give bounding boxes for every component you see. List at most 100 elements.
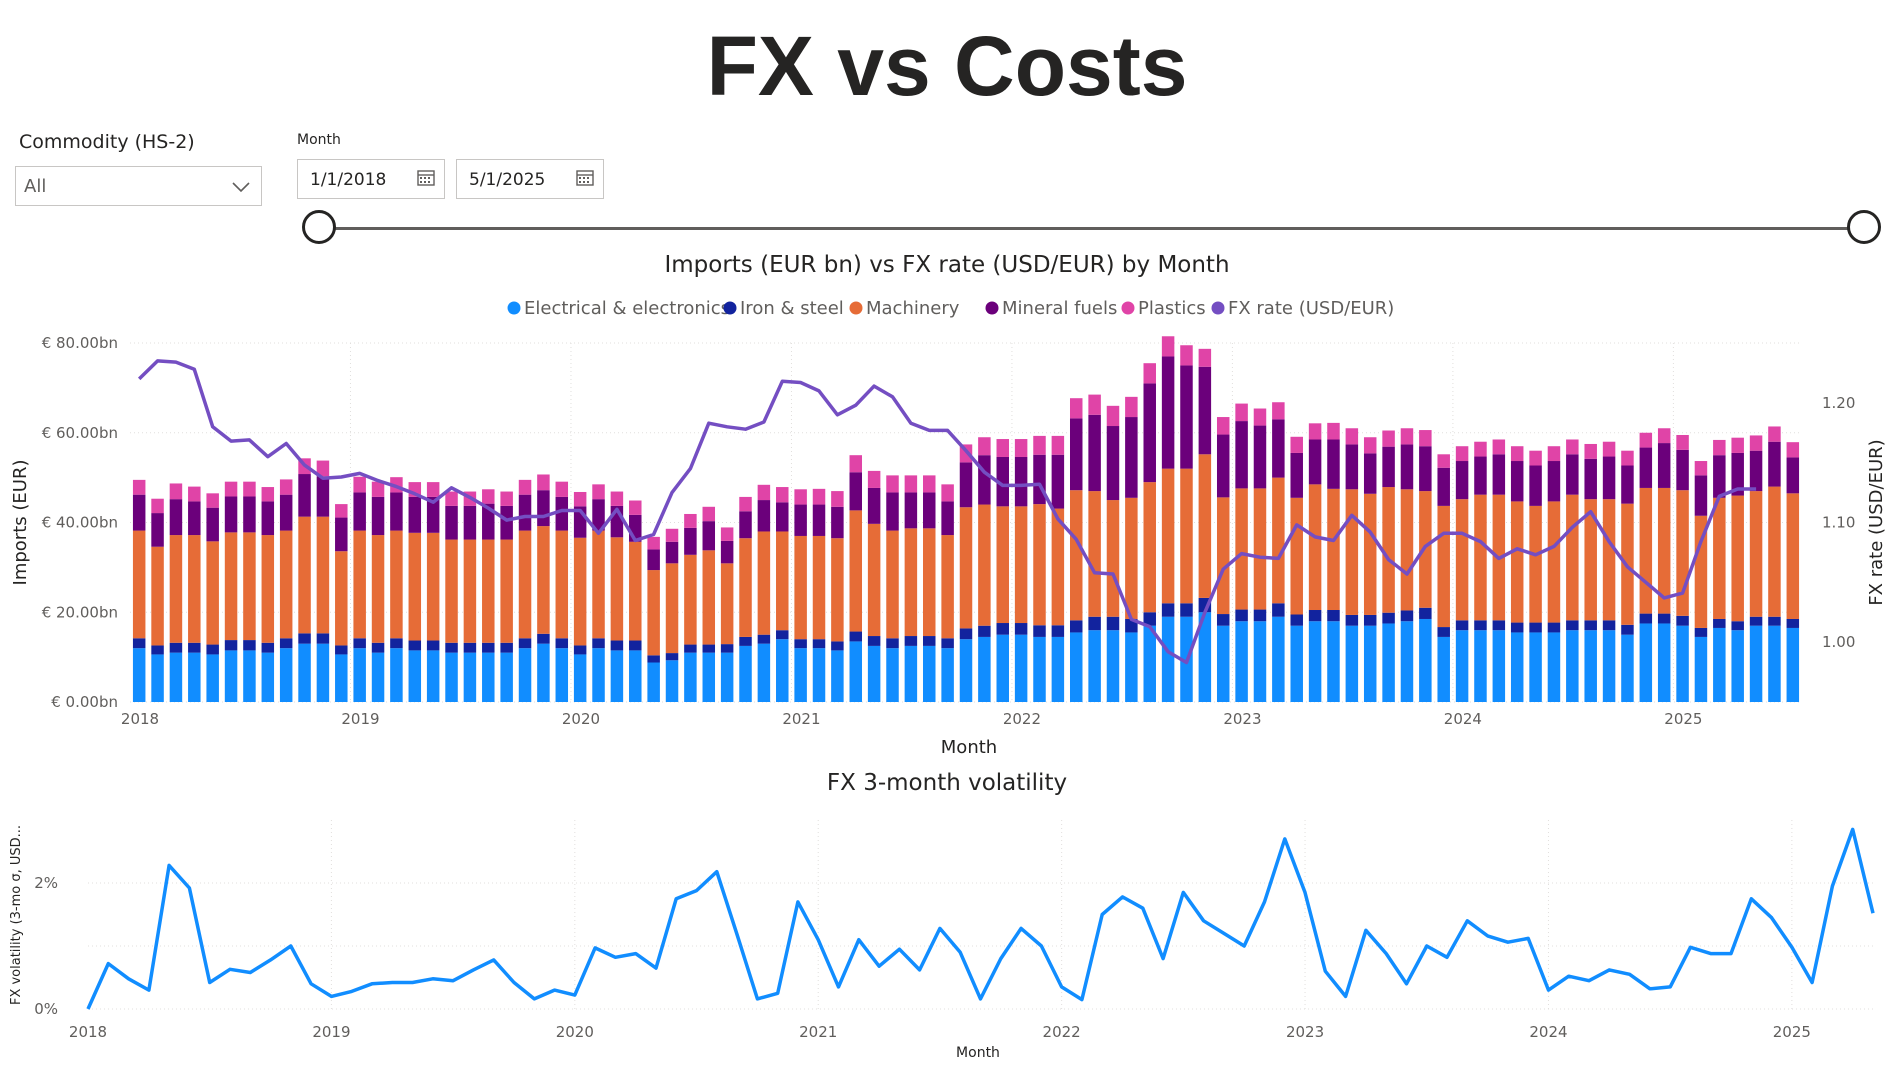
bar-segment-plastics (445, 491, 458, 506)
bar-segment-iron (206, 644, 219, 655)
bar-segment-mineral (463, 505, 477, 540)
vol-x-axis-title: Month (956, 1045, 1000, 1060)
bar-segment-iron (1327, 610, 1340, 622)
bar-segment-iron (1290, 614, 1303, 626)
imports-vs-fx-chart: Imports (EUR bn) vs FX rate (USD/EUR) by… (10, 252, 1887, 758)
bar-segment-machinery (1345, 489, 1359, 615)
bar-segment-plastics (169, 483, 183, 500)
bar-segment-electrical (1327, 621, 1340, 702)
calendar-icon[interactable] (575, 168, 595, 188)
bar-segment-machinery (1051, 508, 1065, 626)
bar-segment-mineral (1510, 461, 1524, 502)
bar-segment-plastics (353, 476, 366, 493)
month-range-slider-end-handle[interactable] (1847, 210, 1881, 244)
bar-segment-mineral (1657, 443, 1671, 488)
calendar-icon[interactable] (416, 168, 436, 188)
bar-segment-machinery (1125, 497, 1138, 619)
bar-segment-electrical (500, 652, 513, 702)
bar-segment-machinery (849, 510, 863, 632)
bar-segment-iron (390, 638, 403, 649)
bar-segment-iron (1253, 609, 1267, 622)
bar-segment-machinery (702, 550, 716, 645)
bar-segment-machinery (1602, 499, 1616, 621)
vol-x-tick-label: 2021 (799, 1023, 837, 1041)
bar-segment-machinery (1069, 490, 1083, 621)
bar-segment-plastics (629, 500, 642, 515)
legend-marker-electrical (507, 301, 521, 315)
bar-segment-mineral (261, 501, 275, 536)
bar-segment-mineral (1786, 457, 1800, 494)
bar-segment-mineral (1529, 465, 1542, 506)
bar-segment-plastics (335, 504, 348, 518)
y-tick-label: € 80.00bn (42, 334, 118, 352)
bar-segment-mineral (1492, 454, 1506, 495)
bar-segment-iron (426, 640, 440, 651)
bar-segment-iron (371, 642, 385, 653)
bar-segment-electrical (316, 643, 330, 702)
bar-segment-machinery (941, 535, 954, 639)
x-tick-label: 2022 (1003, 710, 1041, 728)
bar-segment-electrical (224, 650, 238, 702)
bar-segment-mineral (1051, 454, 1065, 509)
bar-segment-plastics (1143, 363, 1156, 384)
bar-segment-machinery (1694, 515, 1708, 628)
month-slicer-label: Month (297, 132, 341, 148)
bar-segment-machinery (1290, 497, 1303, 615)
vol-chart-title: FX 3-month volatility (827, 770, 1067, 796)
bar-segment-mineral (188, 501, 201, 536)
bar-segment-electrical (684, 652, 697, 702)
bar-segment-mineral (1621, 465, 1634, 504)
bar-segment-plastics (1125, 396, 1138, 418)
bar-segment-mineral (1584, 458, 1597, 500)
bar-segment-machinery (867, 523, 881, 637)
bar-segment-iron (739, 636, 752, 646)
bar-segment-machinery (1106, 500, 1120, 617)
bar-segment-mineral (1694, 475, 1708, 516)
bar-segment-machinery (500, 539, 513, 643)
bar-segment-iron (1602, 620, 1616, 631)
bar-segment-machinery (151, 546, 164, 646)
bar-segment-mineral (1235, 421, 1248, 489)
bar-segment-electrical (445, 652, 458, 702)
bar-segment-machinery (959, 507, 973, 629)
bar-segment-mineral (1125, 417, 1138, 498)
bar-segment-plastics (1676, 434, 1689, 450)
bar-segment-plastics (132, 479, 146, 495)
bar-segment-machinery (1143, 482, 1156, 613)
bar-segment-mineral (1014, 456, 1028, 507)
end-date-input[interactable]: 5/1/2025 (456, 159, 604, 199)
bar-segment-machinery (1731, 495, 1744, 622)
bar-segment-iron (224, 640, 238, 651)
month-range-slider-start-handle[interactable] (302, 210, 336, 244)
bar-segment-plastics (831, 491, 844, 507)
bar-segment-iron (1272, 603, 1285, 617)
bar-segment-machinery (335, 551, 348, 646)
bar-segment-mineral (426, 496, 440, 533)
commodity-dropdown[interactable]: All (15, 166, 262, 206)
bar-segment-iron (1069, 620, 1083, 633)
bar-segment-iron (720, 644, 734, 653)
bar-segment-iron (298, 633, 311, 644)
bar-segment-electrical (1235, 621, 1248, 702)
bar-segment-electrical (1731, 630, 1744, 702)
bar-segment-electrical (335, 654, 348, 702)
bar-segment-mineral (1639, 447, 1653, 488)
bar-segment-iron (886, 638, 899, 649)
bar-segment-machinery (555, 530, 569, 639)
bar-segment-mineral (518, 494, 532, 531)
start-date-input[interactable]: 1/1/2018 (297, 159, 445, 199)
bar-segment-electrical (1198, 612, 1212, 702)
bar-segment-mineral (1143, 383, 1156, 483)
bar-segment-electrical (1069, 632, 1083, 702)
bar-segment-mineral (1033, 454, 1046, 505)
bar-segment-iron (316, 633, 330, 644)
bar-segment-plastics (1253, 408, 1267, 426)
month-range-slider-track[interactable] (318, 227, 1865, 230)
bar-segment-iron (1106, 616, 1120, 631)
bar-segment-machinery (316, 516, 330, 634)
bar-segment-mineral (1437, 467, 1450, 506)
bar-segment-electrical (1529, 632, 1542, 702)
bar-segment-mineral (886, 492, 899, 531)
y-axis-title: Imports (EUR) (10, 460, 31, 586)
bar-segment-mineral (151, 513, 164, 547)
